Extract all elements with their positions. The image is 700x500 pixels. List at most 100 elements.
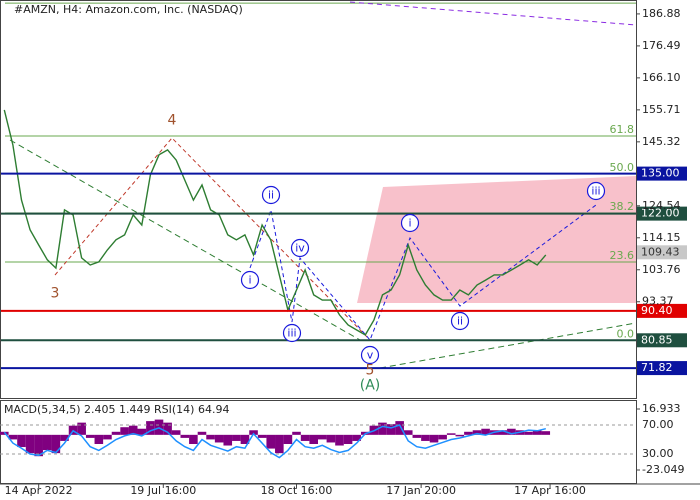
rsi-tick-label: 70.00: [642, 418, 674, 431]
wave-label: iii: [287, 327, 296, 340]
macd-tick-label: 16.933: [642, 402, 681, 415]
fib-label: 100.0: [603, 0, 635, 3]
macd-bar: [429, 434, 439, 443]
macd-bar: [524, 431, 533, 435]
macd-bar: [77, 422, 86, 435]
macd-bar: [464, 431, 473, 435]
level-label: 122.00: [641, 207, 680, 220]
macd-bar: [111, 431, 121, 435]
macd-bar: [352, 434, 361, 441]
x-tick-label: 17 Apr 16:00: [514, 484, 586, 497]
fib-label: 50.0: [610, 161, 635, 174]
macd-bar: [257, 434, 267, 438]
level-box: [637, 333, 687, 348]
level-box: [637, 303, 687, 318]
channel-line: [379, 322, 637, 369]
wave-label: (A): [360, 378, 381, 394]
macd-bar: [438, 434, 447, 440]
macd-bar: [60, 434, 69, 441]
wave-label: i: [248, 274, 251, 287]
wave-circle: [360, 345, 380, 365]
macd-bar: [180, 434, 190, 438]
price-line: [3, 109, 547, 336]
macd-bar: [335, 434, 344, 446]
x-tick-label: 14 Apr 2022: [5, 484, 73, 497]
macd-bar: [507, 428, 516, 435]
level-label: 90.40: [641, 304, 673, 317]
macd-bar: [51, 434, 61, 454]
wave-label: iv: [295, 242, 305, 255]
macd-bar: [206, 434, 215, 440]
wave-label: ii: [457, 315, 463, 328]
wave-label: 5: [366, 363, 375, 379]
indicator-title: MACD(5,34,5) 2.405 1.449 RSI(14) 64.94: [4, 403, 229, 416]
level-label: 71.82: [641, 361, 673, 374]
macd-bar: [300, 434, 310, 441]
macd-bar: [103, 434, 112, 440]
wave-line: [249, 204, 597, 341]
macd-bar: [171, 430, 181, 435]
x-tick-label: 18 Oct 16:00: [261, 484, 333, 497]
wave-circle: [282, 323, 302, 343]
macd-bar: [128, 425, 138, 435]
macd-bar: [532, 430, 542, 435]
last-price-label: 109.43: [641, 245, 680, 258]
wave-label: 3: [51, 286, 60, 302]
macd-bar: [283, 434, 293, 444]
trend-line: [349, 1, 637, 26]
y-tick-label: 145.32: [642, 135, 681, 148]
fib-zone: [357, 176, 636, 303]
macd-bar: [266, 434, 276, 449]
y-tick-label: 186.88: [642, 7, 681, 20]
wave-label: 4: [168, 113, 177, 129]
level-label: 80.85: [641, 333, 673, 346]
macd-bar: [25, 434, 35, 454]
macd-bar: [343, 434, 353, 444]
macd-bar: [17, 434, 26, 448]
macd-tick-label: -23.049: [642, 463, 684, 476]
price-group: [3, 109, 547, 336]
macd-bar: [326, 434, 336, 443]
macd-bar: [446, 433, 456, 435]
wave-circle: [586, 181, 606, 201]
wave-circle: [400, 213, 420, 233]
rsi-line: [3, 424, 546, 459]
macd-bar: [223, 434, 233, 446]
macd-bar: [94, 434, 104, 444]
macd-bar: [249, 430, 258, 435]
target-zone: [357, 176, 636, 303]
macd-bar: [146, 421, 155, 435]
macd-bar: [412, 434, 422, 438]
macd-bar: [189, 434, 198, 444]
levels-group: 135.00 122.00 90.40 80.85 71.82 109.43: [0, 166, 687, 376]
fib-label: 61.8: [610, 123, 635, 136]
macd-bar: [386, 424, 396, 435]
chart-title: #AMZN, H4: Amazon.com, Inc. (NASDAQ): [14, 3, 243, 16]
macd-bar: [403, 430, 413, 435]
macd-bar: [240, 434, 250, 444]
macd-bar: [318, 434, 327, 440]
macd-bar: [85, 434, 95, 438]
macd-bar: [481, 428, 490, 435]
macd-bar: [8, 434, 18, 440]
x-tick-label: 17 Jan 20:00: [386, 484, 456, 497]
wave-guides: [9, 1, 637, 369]
macd-bar: [42, 434, 52, 451]
rsi-tick-label: 30.00: [642, 447, 674, 460]
y-tick-label: 176.49: [642, 39, 681, 52]
macd-bar: [137, 428, 147, 435]
main-frame: [0, 0, 637, 399]
fib-label: 0.0: [617, 327, 635, 340]
macd-bar: [421, 434, 430, 441]
y-tick-label: 166.10: [642, 71, 681, 84]
wave-circle: [261, 185, 281, 205]
macd-bar: [214, 434, 224, 443]
y-tick-label: 103.76: [642, 263, 681, 276]
x-tick-label: 19 Jul 16:00: [130, 484, 196, 497]
macd-bar: [292, 431, 301, 435]
macd-bar: [34, 434, 43, 457]
channel-line: [9, 139, 361, 341]
